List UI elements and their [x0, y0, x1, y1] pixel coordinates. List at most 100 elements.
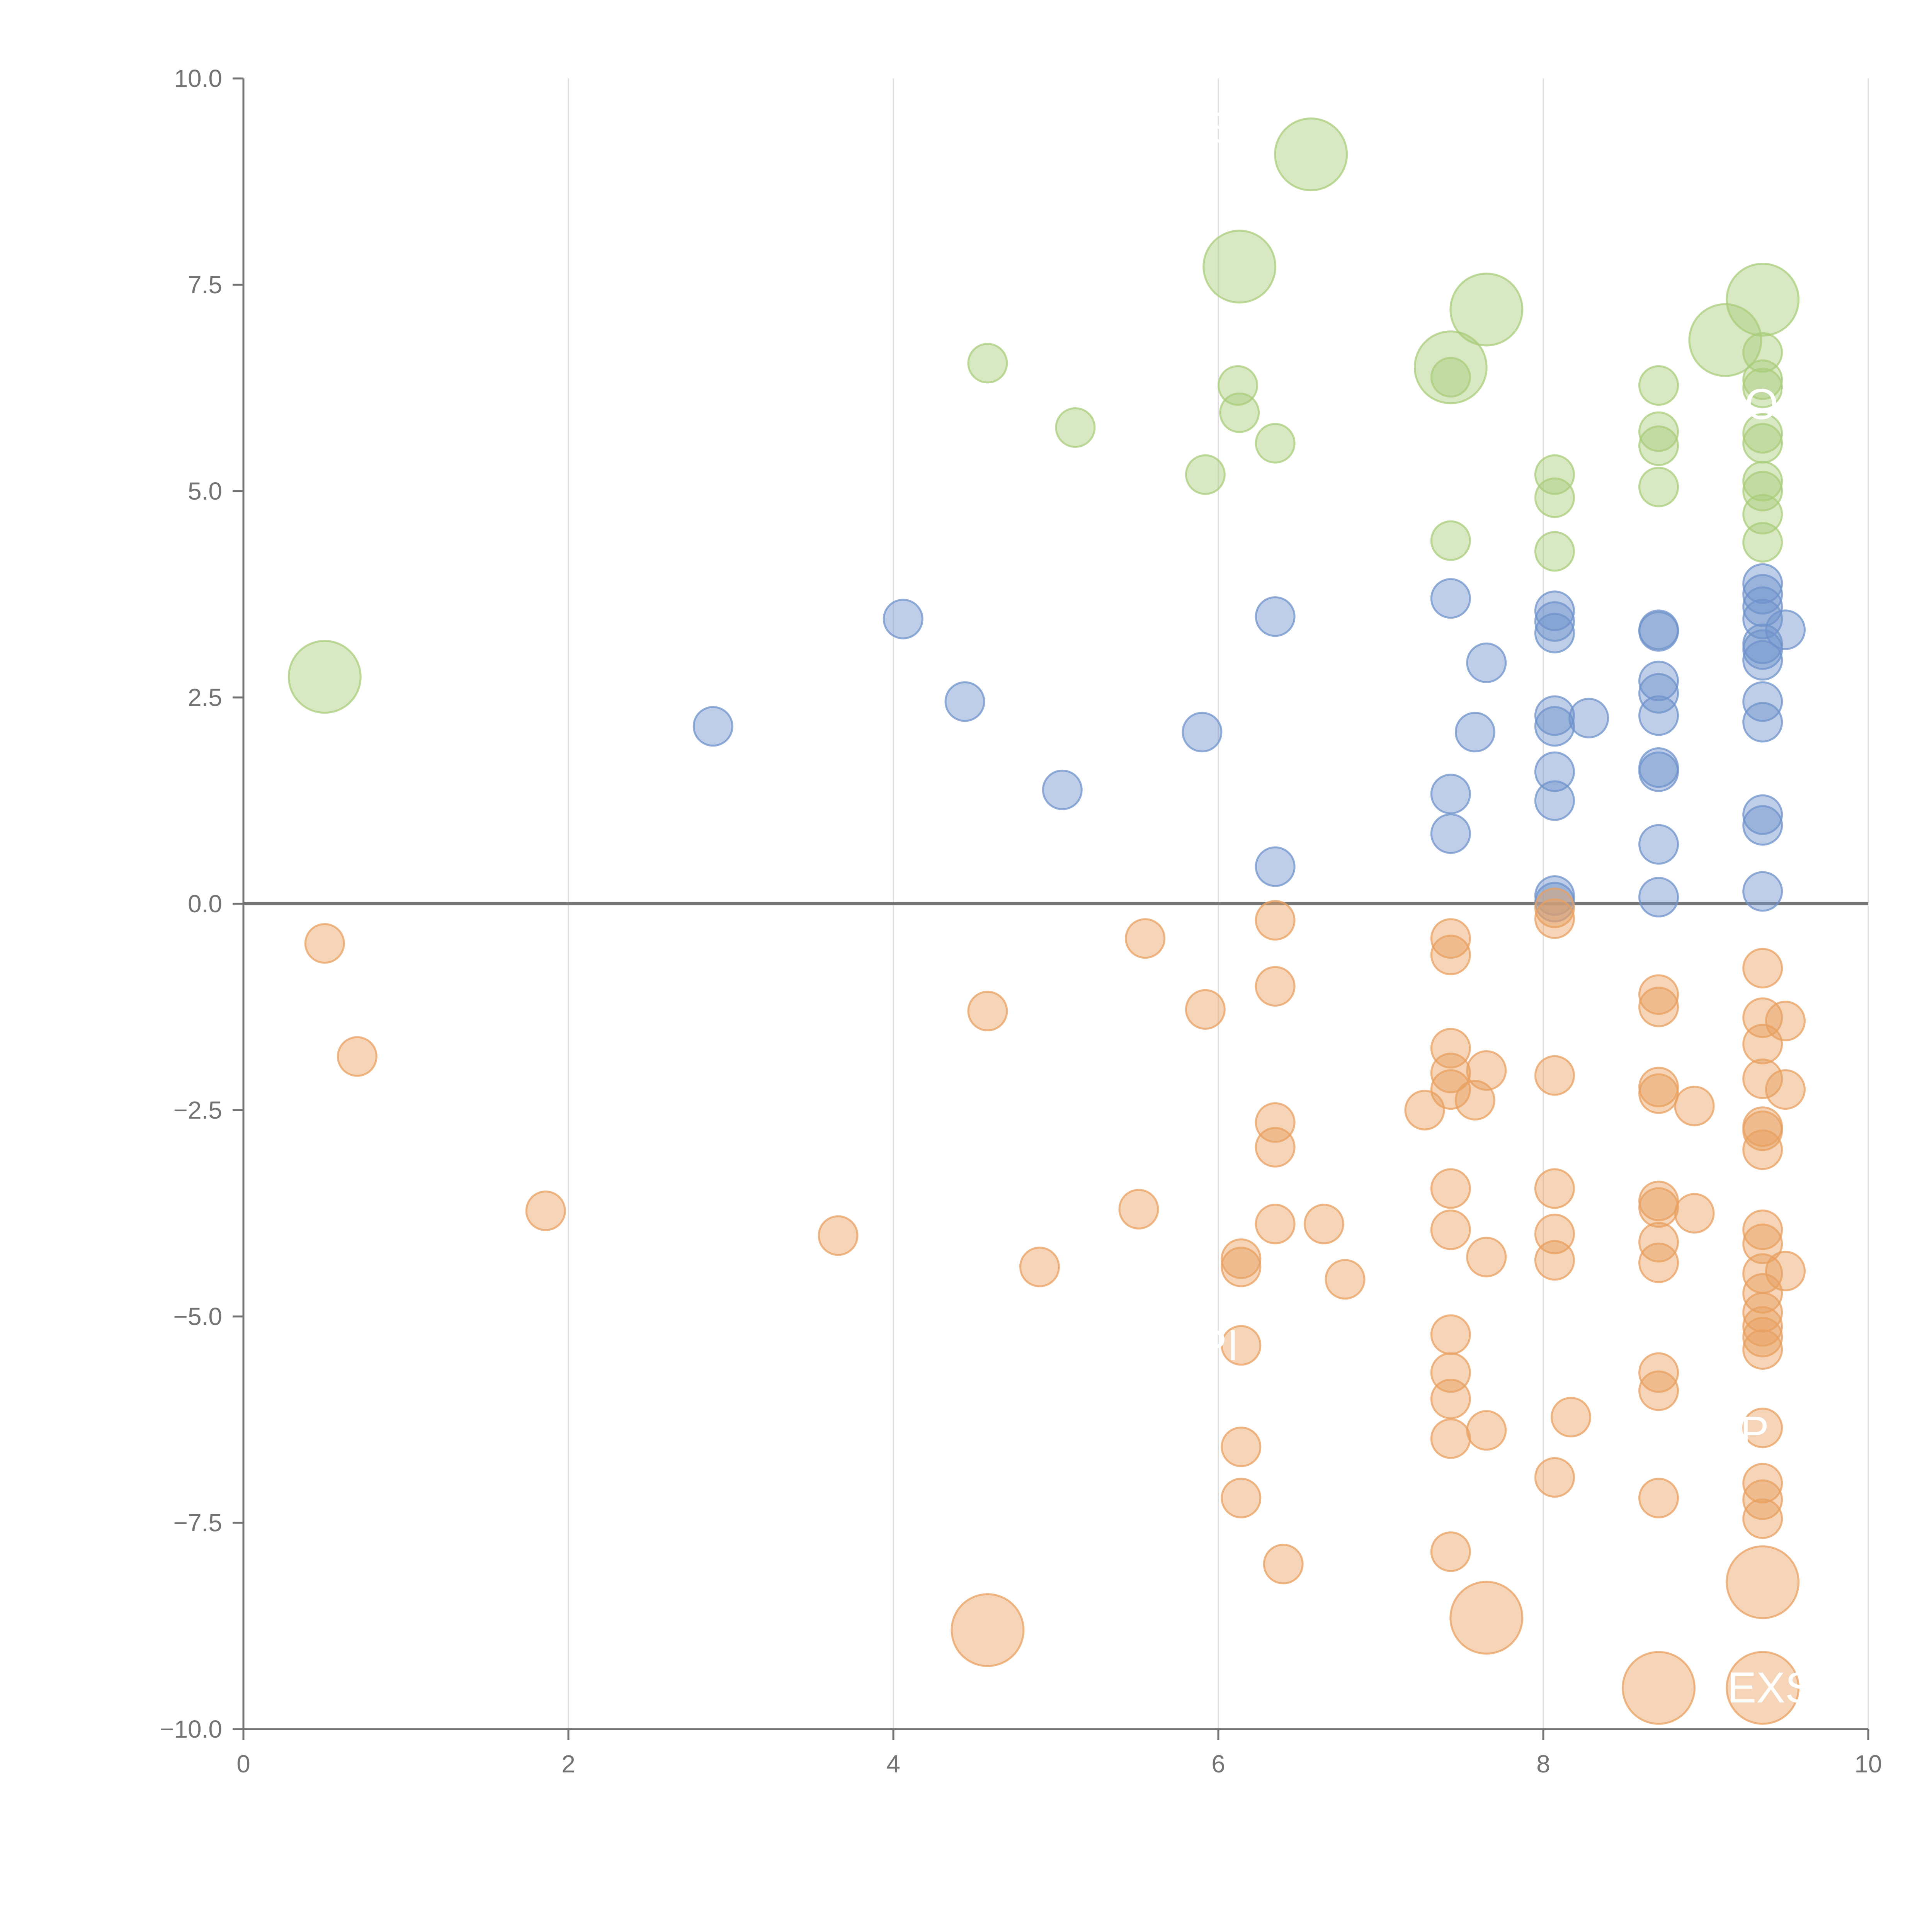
- data-point-orange: [1325, 1259, 1366, 1300]
- data-point-orange: [337, 1036, 378, 1077]
- data-point-green: [1430, 357, 1471, 398]
- data-point-orange: [1638, 1478, 1679, 1519]
- data-point-orange: [1221, 1325, 1262, 1366]
- y-tick-label: −7.5: [173, 1509, 222, 1537]
- data-point-orange: [818, 1215, 859, 1256]
- data-point-blue: [1534, 751, 1575, 792]
- data-point-green: [287, 640, 362, 714]
- data-point-green: [1219, 392, 1260, 433]
- data-point-green: [1638, 365, 1679, 406]
- data-point-orange: [1255, 1127, 1296, 1168]
- data-point-blue: [944, 681, 985, 722]
- data-point-orange: [1742, 1209, 1783, 1250]
- data-point-orange: [1638, 1222, 1679, 1263]
- data-point-blue: [1742, 563, 1783, 604]
- data-point-orange: [1765, 1251, 1806, 1292]
- data-point-orange: [1430, 1028, 1471, 1069]
- data-point-green: [967, 343, 1008, 384]
- data-point-orange: [1726, 1651, 1800, 1725]
- data-point-orange: [1622, 1651, 1696, 1725]
- data-point-green: [1638, 411, 1679, 452]
- data-point-green: [1534, 454, 1575, 495]
- annotation-label: E: [1204, 104, 1233, 152]
- data-point-orange: [1303, 1204, 1344, 1245]
- data-point-blue: [1638, 673, 1679, 714]
- data-point-orange: [967, 991, 1008, 1032]
- data-point-green: [1742, 494, 1783, 535]
- data-point-orange: [1742, 948, 1783, 989]
- y-tick-label: 7.5: [188, 271, 222, 299]
- annotations: E OI PI P EXS: [1198, 104, 1814, 1712]
- data-point-orange: [1534, 1168, 1575, 1209]
- data-point-orange: [1742, 1316, 1783, 1357]
- data-point-blue: [1638, 877, 1679, 918]
- data-point-green: [1534, 477, 1575, 518]
- data-point-orange: [1638, 986, 1679, 1027]
- y-tick-label: 5.0: [188, 477, 222, 505]
- data-point-blue: [1430, 813, 1471, 854]
- x-tick-label: 8: [1536, 1750, 1550, 1778]
- data-point-orange: [1118, 1189, 1159, 1230]
- data-point-green: [1638, 466, 1679, 507]
- data-point-blue: [1638, 611, 1679, 652]
- data-point-orange: [1742, 1329, 1783, 1370]
- data-point-blue: [1638, 824, 1679, 865]
- x-tick-label: 2: [561, 1750, 575, 1778]
- data-point-orange: [1255, 1204, 1296, 1245]
- data-point-green: [1055, 407, 1096, 448]
- data-point-blue: [1742, 681, 1783, 722]
- data-point-orange: [1255, 966, 1296, 1007]
- data-point-orange: [1742, 1058, 1783, 1099]
- data-point-blue: [1430, 774, 1471, 815]
- data-point-blue: [1765, 609, 1806, 650]
- data-point-orange: [1430, 934, 1471, 975]
- data-point-orange: [1742, 1129, 1783, 1170]
- data-point-blue: [1534, 590, 1575, 631]
- data-point-orange: [1221, 1247, 1262, 1287]
- data-point-orange: [1742, 1463, 1783, 1503]
- data-point-orange: [1430, 1053, 1471, 1094]
- data-point-blue: [1182, 712, 1223, 753]
- data-point-blue: [1742, 574, 1783, 615]
- data-point-green: [1449, 272, 1524, 347]
- data-point-orange: [1638, 1242, 1679, 1283]
- data-point-orange: [1430, 1314, 1471, 1355]
- data-point-orange: [1638, 974, 1679, 1015]
- data-points: [287, 117, 1806, 1725]
- data-point-orange: [1466, 1410, 1507, 1451]
- data-point-green: [1742, 359, 1783, 400]
- annotation-label: PI: [1198, 1321, 1239, 1369]
- y-tick-label: 2.5: [188, 684, 222, 711]
- x-tick-label: 10: [1854, 1750, 1882, 1778]
- data-point-green: [1255, 423, 1296, 464]
- data-point-orange: [1430, 1069, 1471, 1110]
- data-point-orange: [1726, 1545, 1800, 1619]
- data-point-orange: [1534, 898, 1575, 939]
- data-point-orange: [1534, 888, 1575, 929]
- data-point-blue: [1638, 695, 1679, 736]
- data-point-orange: [1466, 1050, 1507, 1091]
- data-point-orange: [1742, 1223, 1783, 1264]
- data-point-orange: [1430, 918, 1471, 959]
- data-point-blue: [1466, 642, 1507, 683]
- data-point-blue: [1430, 578, 1471, 619]
- data-point-orange: [1430, 1168, 1471, 1209]
- data-point-blue: [1255, 596, 1296, 637]
- annotation-label: OI: [1745, 380, 1790, 429]
- data-point-orange: [1765, 1000, 1806, 1041]
- y-tick-label: −2.5: [173, 1096, 222, 1124]
- data-point-orange: [1742, 1306, 1783, 1347]
- data-point-orange: [1430, 1418, 1471, 1459]
- data-point-green: [1638, 425, 1679, 466]
- data-point-orange: [951, 1593, 1025, 1667]
- data-point-blue: [1742, 871, 1783, 912]
- data-point-blue: [1742, 805, 1783, 846]
- axes: 0 2 4 6 8 10 −10.0 −7.5 −5.0 −2.5 0.0 2.5 5.0 7.5 10.0: [160, 65, 1882, 1778]
- data-point-blue: [1534, 601, 1575, 642]
- data-point-orange: [1742, 1407, 1783, 1448]
- data-point-green: [1534, 531, 1575, 572]
- data-point-orange: [1534, 1457, 1575, 1498]
- data-point-orange: [1765, 1069, 1806, 1110]
- data-point-orange: [1638, 1073, 1679, 1114]
